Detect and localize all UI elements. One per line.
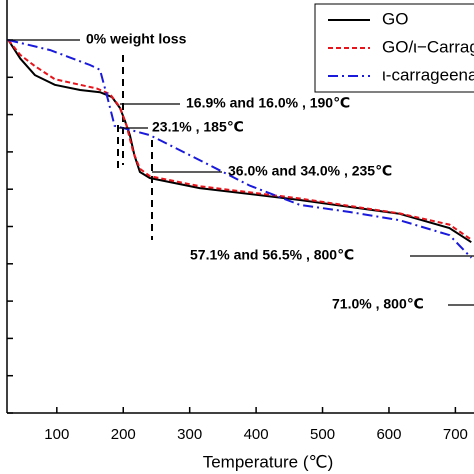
annotation: 16.9% and 16.0% , 190℃ [186, 95, 350, 111]
annotation: 0% weight loss [86, 31, 187, 47]
x-tick-label: 500 [310, 426, 335, 443]
guide-lines [117, 55, 153, 240]
x-tick-label: 200 [111, 426, 136, 443]
x-tick-label: 100 [44, 426, 69, 443]
annotation: 23.1% , 185℃ [152, 119, 244, 135]
annotation: 36.0% and 34.0% , 235℃ [228, 163, 392, 179]
x-tick-label: 600 [376, 426, 401, 443]
x-tick-label: 400 [244, 426, 269, 443]
legend-label: GO [382, 9, 408, 28]
annotation: 57.1% and 56.5% , 800℃ [190, 247, 354, 263]
x-tick-label: 700 [443, 426, 468, 443]
legend-label: GO/ι−Carrageenan [382, 37, 474, 56]
data-line [8, 39, 473, 259]
data-line [7, 39, 472, 241]
annotation: 71.0% , 800℃ [332, 296, 424, 312]
legend-box [314, 3, 474, 93]
x-tick-label: 300 [177, 426, 202, 443]
x-axis-label: Temperature (℃) [203, 452, 334, 471]
legend-label: ι-carrageenan [382, 65, 474, 84]
